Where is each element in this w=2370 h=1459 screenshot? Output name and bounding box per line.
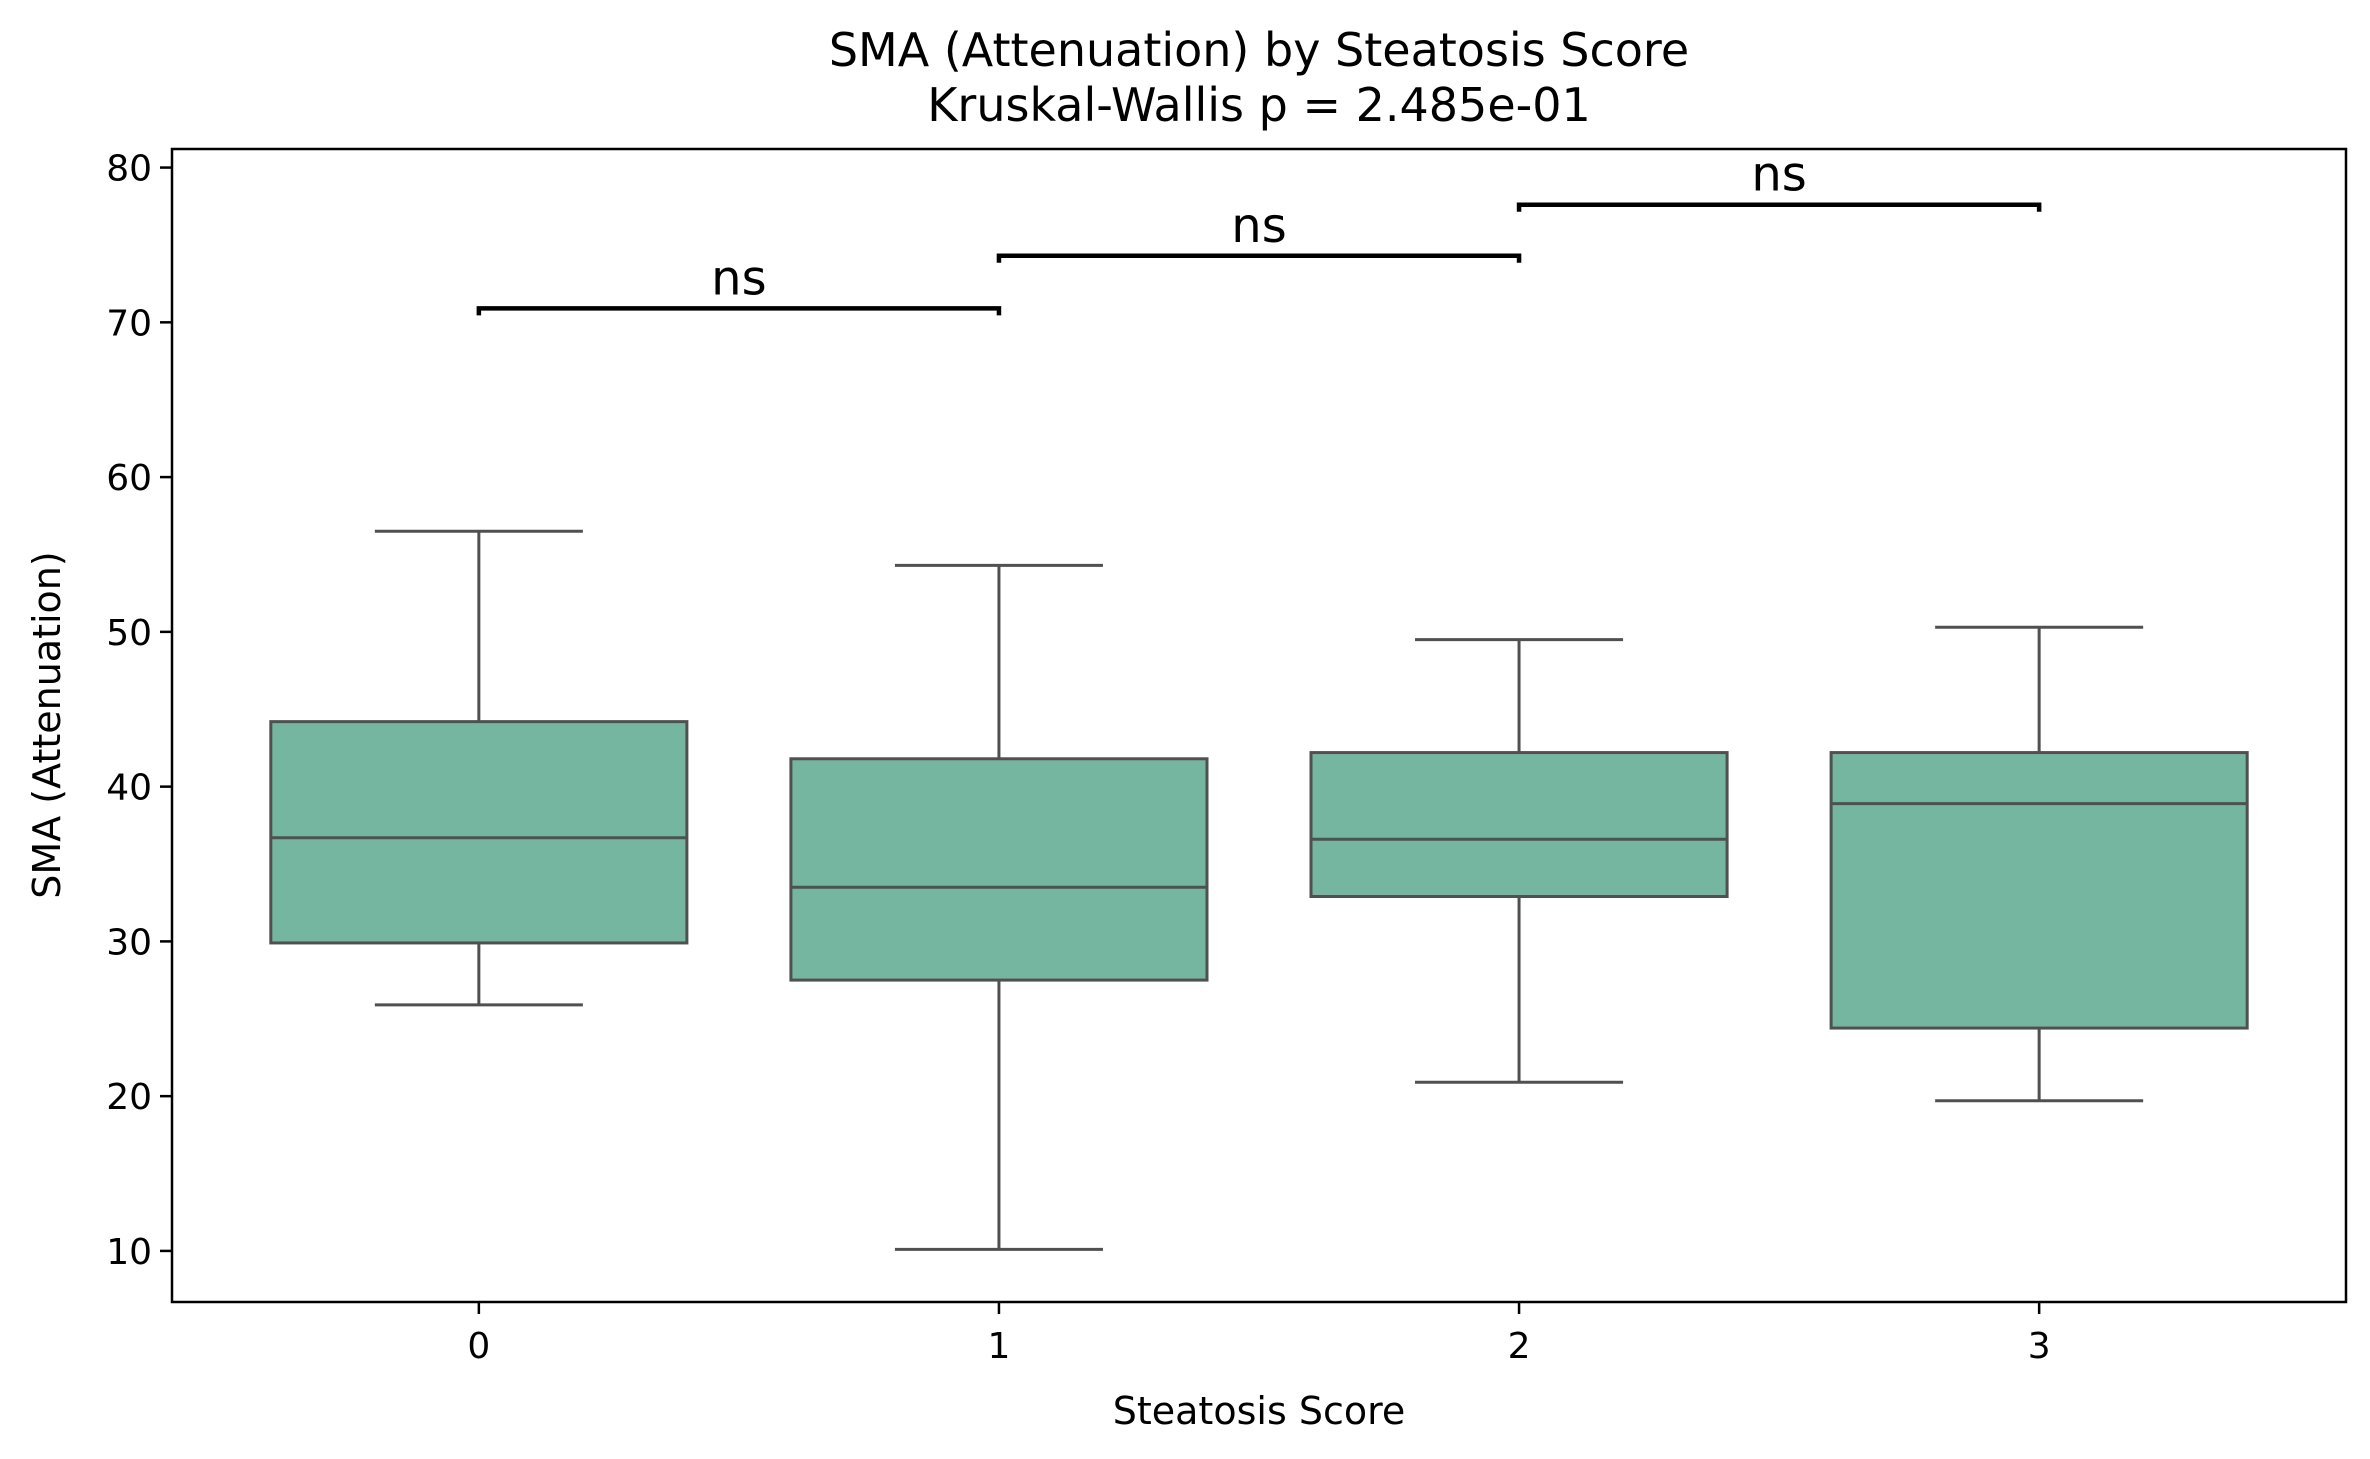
- x-tick-label: 1: [987, 1326, 1010, 1367]
- x-tick-label: 0: [467, 1326, 490, 1367]
- significance-label: ns: [1231, 198, 1286, 254]
- y-tick-label: 30: [106, 922, 152, 963]
- plot-area: 10 20 30 40 50 60 70 80 0 1 2 3 ns ns ns: [106, 147, 2249, 1367]
- box-category-2: [1309, 751, 1729, 899]
- y-tick-label: 50: [106, 613, 152, 654]
- x-tick-label: 2: [1508, 1326, 1531, 1367]
- y-tick-label: 70: [106, 303, 152, 344]
- significance-bracket: [1516, 202, 2042, 212]
- box-category-0: [269, 720, 689, 945]
- y-tick-label: 60: [106, 458, 152, 499]
- x-axis-label: Steatosis Score: [1113, 1389, 1406, 1433]
- chart-subtitle: Kruskal-Wallis p = 2.485e-01: [927, 78, 1591, 132]
- box-category-1: [789, 757, 1209, 982]
- plot-frame: [170, 147, 2348, 1304]
- x-tick-label: 3: [2028, 1326, 2051, 1367]
- chart-title: SMA (Attenuation) by Steatosis Score: [829, 23, 1689, 77]
- significance-label: ns: [711, 250, 766, 306]
- y-tick-label: 40: [106, 768, 152, 809]
- y-tick-label: 10: [106, 1232, 152, 1273]
- box-category-3: [1829, 751, 2249, 1030]
- y-tick-label: 20: [106, 1077, 152, 1118]
- significance-bracket: [996, 253, 1522, 263]
- y-tick-label: 80: [106, 149, 152, 190]
- y-axis-label: SMA (Attenuation): [25, 551, 69, 898]
- significance-label: ns: [1751, 147, 1806, 203]
- significance-bracket: [476, 306, 1002, 316]
